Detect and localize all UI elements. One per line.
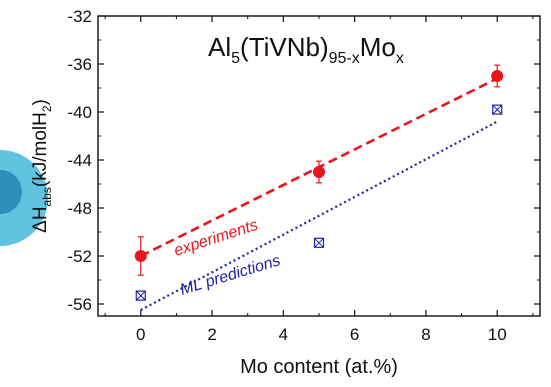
marker-cross-b <box>492 104 503 115</box>
marker-cross-b <box>135 290 146 301</box>
y-tick-label: -56 <box>67 295 92 314</box>
x-axis: 0 2 4 6 8 10 <box>104 310 534 344</box>
left-edge-decoration-inner <box>0 170 22 214</box>
y-tick-label: -32 <box>67 7 92 26</box>
data-point-experiments <box>134 250 147 262</box>
marker-box <box>492 104 503 115</box>
x-tick-label: 0 <box>136 325 145 344</box>
data-point-experiments <box>491 70 504 82</box>
x-tick-label: 10 <box>488 325 507 344</box>
right-axis-ticks <box>534 15 540 305</box>
data-points <box>134 70 504 301</box>
marker-box <box>135 290 146 301</box>
marker-box <box>313 237 325 248</box>
y-tick-label: -48 <box>67 199 92 218</box>
x-tick-label: 6 <box>350 325 359 344</box>
data-point-ml-predictions <box>492 104 503 115</box>
y-tick-label: -52 <box>67 247 92 266</box>
x-tick-label: 8 <box>421 325 430 344</box>
y-axis: -32 -36 -40 -44 -48 -52 -56 <box>67 7 104 314</box>
data-point-ml-predictions <box>313 237 325 248</box>
data-point-experiments <box>313 166 325 178</box>
marker-cross-b <box>314 237 324 248</box>
y-axis-label: ΔHabs(kJ/molH2) <box>30 99 54 233</box>
chart-title: Al5(TiVNb)95-xMox <box>208 32 404 67</box>
y-tick-label: -40 <box>67 103 92 122</box>
x-tick-label: 4 <box>279 325 288 344</box>
y-tick-label: -44 <box>67 151 92 170</box>
y-tick-label: -36 <box>67 55 92 74</box>
x-axis-label: Mo content (at.%) <box>240 356 398 378</box>
top-axis-ticks <box>104 16 534 22</box>
x-tick-label: 2 <box>207 325 216 344</box>
data-point-ml-predictions <box>135 290 146 301</box>
fit-line-ml-predictions <box>140 120 498 311</box>
